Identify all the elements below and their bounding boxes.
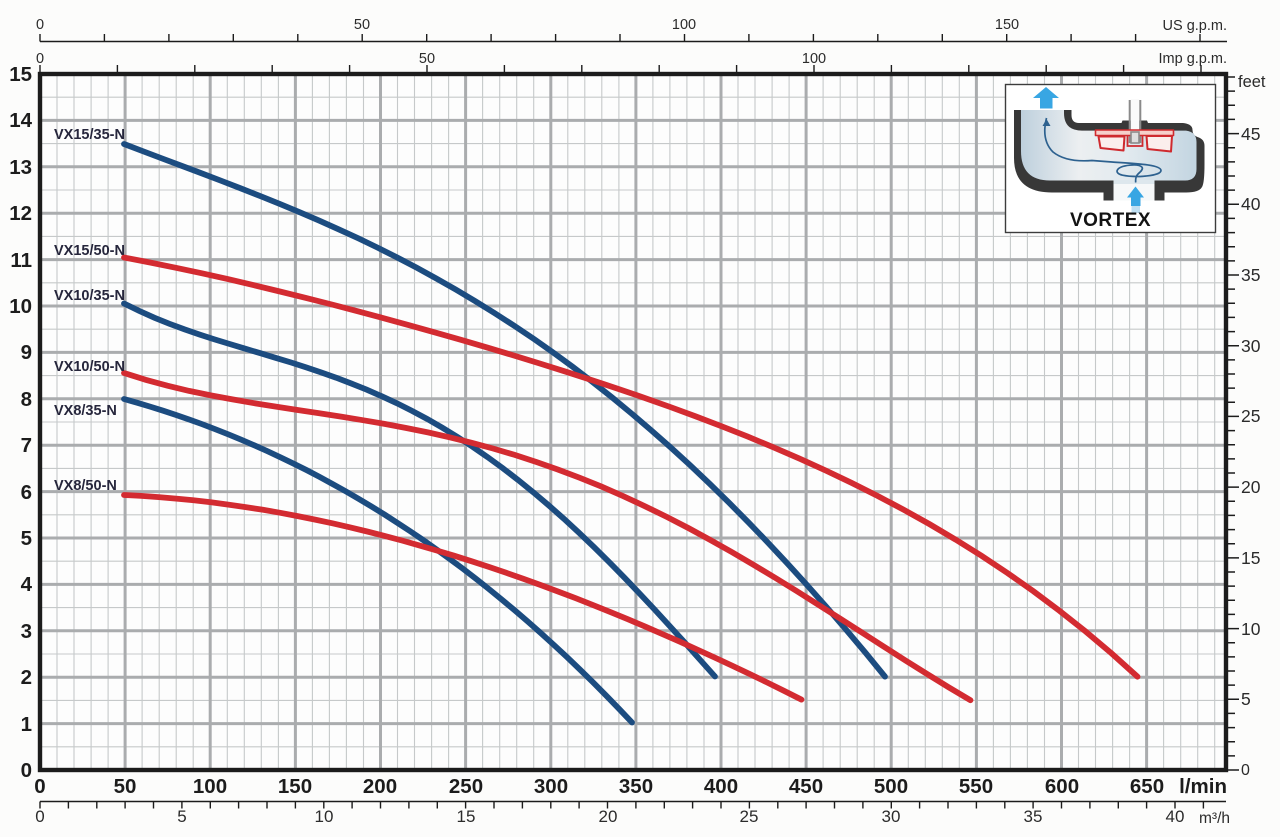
svg-text:9: 9 bbox=[21, 341, 32, 364]
svg-text:50: 50 bbox=[114, 775, 137, 798]
svg-text:200: 200 bbox=[363, 775, 397, 798]
svg-text:400: 400 bbox=[704, 775, 738, 798]
svg-text:m³/h: m³/h bbox=[1199, 810, 1230, 827]
svg-text:0: 0 bbox=[36, 17, 44, 33]
svg-text:feet: feet bbox=[1238, 73, 1266, 91]
svg-text:0: 0 bbox=[21, 759, 32, 782]
svg-text:150: 150 bbox=[278, 775, 312, 798]
svg-text:4: 4 bbox=[21, 573, 33, 596]
svg-text:550: 550 bbox=[959, 775, 993, 798]
svg-text:15: 15 bbox=[1241, 548, 1260, 568]
svg-text:40: 40 bbox=[1241, 194, 1261, 214]
svg-text:35: 35 bbox=[1024, 807, 1043, 826]
svg-text:5: 5 bbox=[177, 807, 186, 826]
svg-text:VX8/50-N: VX8/50-N bbox=[54, 478, 117, 494]
svg-text:50: 50 bbox=[419, 51, 435, 67]
svg-text:600: 600 bbox=[1045, 775, 1079, 798]
svg-text:14: 14 bbox=[9, 109, 32, 132]
svg-text:11: 11 bbox=[10, 249, 32, 272]
svg-text:VX15/50-N: VX15/50-N bbox=[54, 243, 125, 259]
svg-text:2: 2 bbox=[21, 666, 32, 689]
svg-text:VX15/35-N: VX15/35-N bbox=[54, 127, 125, 143]
svg-text:100: 100 bbox=[193, 775, 227, 798]
svg-text:25: 25 bbox=[1241, 406, 1260, 426]
svg-text:450: 450 bbox=[789, 775, 823, 798]
svg-text:VORTEX: VORTEX bbox=[1070, 210, 1151, 231]
svg-text:10: 10 bbox=[9, 295, 32, 318]
svg-text:250: 250 bbox=[449, 775, 483, 798]
svg-text:1: 1 bbox=[21, 713, 32, 736]
svg-text:0: 0 bbox=[36, 51, 44, 67]
svg-text:500: 500 bbox=[874, 775, 908, 798]
svg-text:45: 45 bbox=[1241, 124, 1260, 144]
svg-text:100: 100 bbox=[672, 17, 696, 33]
svg-text:7: 7 bbox=[21, 434, 32, 457]
svg-text:35: 35 bbox=[1241, 265, 1260, 285]
svg-text:VX8/35-N: VX8/35-N bbox=[54, 403, 117, 419]
svg-text:Imp g.p.m.: Imp g.p.m. bbox=[1159, 51, 1228, 67]
svg-text:25: 25 bbox=[740, 807, 759, 826]
svg-text:VX10/50-N: VX10/50-N bbox=[54, 359, 125, 375]
svg-text:VX10/35-N: VX10/35-N bbox=[54, 288, 125, 304]
svg-text:6: 6 bbox=[21, 481, 32, 504]
svg-text:13: 13 bbox=[9, 156, 32, 179]
svg-text:0: 0 bbox=[35, 807, 44, 826]
svg-text:0: 0 bbox=[1241, 762, 1250, 779]
svg-text:30: 30 bbox=[882, 807, 901, 826]
svg-text:12: 12 bbox=[9, 202, 32, 225]
svg-text:8: 8 bbox=[21, 388, 32, 411]
svg-text:15: 15 bbox=[9, 63, 32, 86]
svg-text:3: 3 bbox=[21, 620, 32, 643]
svg-text:50: 50 bbox=[354, 17, 370, 33]
svg-text:15: 15 bbox=[457, 807, 476, 826]
svg-text:5: 5 bbox=[1241, 689, 1251, 709]
svg-text:300: 300 bbox=[534, 775, 568, 798]
svg-text:10: 10 bbox=[1241, 619, 1261, 639]
svg-text:20: 20 bbox=[1241, 477, 1261, 497]
svg-text:20: 20 bbox=[599, 807, 618, 826]
svg-text:5: 5 bbox=[21, 527, 32, 550]
svg-text:350: 350 bbox=[619, 775, 653, 798]
svg-text:150: 150 bbox=[995, 17, 1019, 33]
svg-text:US g.p.m.: US g.p.m. bbox=[1163, 18, 1227, 34]
svg-text:30: 30 bbox=[1241, 336, 1261, 356]
svg-text:l/min: l/min bbox=[1179, 775, 1227, 798]
svg-text:10: 10 bbox=[315, 807, 334, 826]
svg-text:40: 40 bbox=[1166, 807, 1185, 826]
svg-text:0: 0 bbox=[34, 775, 45, 798]
svg-text:650: 650 bbox=[1130, 775, 1164, 798]
svg-text:100: 100 bbox=[802, 51, 826, 67]
